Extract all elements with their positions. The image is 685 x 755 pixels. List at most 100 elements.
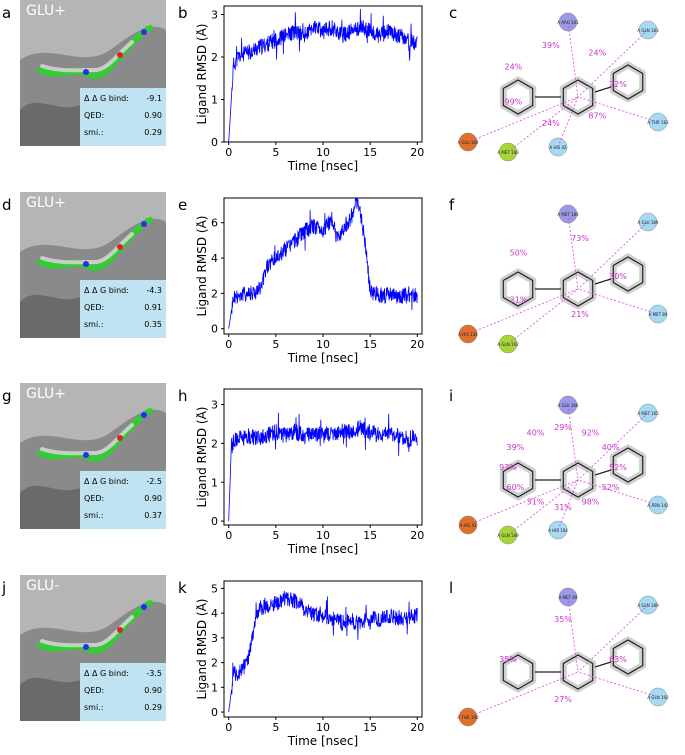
- panel-letter-pose: g: [2, 387, 12, 405]
- x-tick-label: 0: [225, 721, 232, 734]
- ring-structure: [612, 64, 644, 100]
- panel-letter-map: c: [449, 4, 458, 22]
- y-tick-label: 3: [211, 632, 218, 645]
- ring-structure: [562, 79, 594, 115]
- interaction-line: [577, 288, 659, 315]
- y-tick-label: 3: [211, 9, 218, 22]
- ring-structure: [502, 79, 534, 115]
- panel-letter-chart: k: [178, 579, 187, 597]
- ligand-interaction-map: A MET 184 A GLU 189 A MET 89 A HIS 134 A GLN…: [448, 204, 678, 354]
- interaction-percentage: 60%: [507, 483, 525, 492]
- ring-structure: [562, 462, 594, 498]
- ligand-pose-image: GLU+ Δ Δ G bind: -9.1 QED: 0.90 smi.: 0.29: [20, 0, 166, 146]
- ligand-interaction-map: A ARG 101 A GLN 183 A THR 183 A GLU 189 A ME…: [448, 12, 678, 162]
- ring-structure: [612, 256, 644, 292]
- bond-line: [535, 469, 612, 481]
- y-tick-label: 2: [211, 657, 218, 670]
- score-label: smi.:: [84, 511, 104, 520]
- residue-label: A HIS 134: [458, 332, 478, 337]
- score-value: 0.90: [144, 494, 162, 503]
- score-label: QED:: [84, 303, 105, 312]
- x-axis-label: Time [nsec]: [287, 542, 358, 556]
- residue-label: A THR 183: [647, 120, 669, 125]
- x-axis-label: Time [nsec]: [287, 159, 358, 173]
- interaction-line: [577, 604, 649, 673]
- residue-label: A GLU 189: [458, 140, 479, 145]
- interaction-percentage: 99%: [505, 97, 523, 106]
- y-tick-label: 0: [211, 706, 218, 719]
- y-tick-label: 3: [211, 399, 218, 412]
- panel-letter-chart: h: [178, 387, 188, 405]
- rmsd-chart: 0 5 10 15 20 0 1 2 3 Time [nsec] Ligand RMSD (Å): [194, 2, 442, 178]
- interaction-line: [577, 479, 659, 506]
- residue-label: A GLN 189: [497, 533, 519, 538]
- score-row: smi.: 0.35: [84, 320, 162, 332]
- score-row: Δ Δ G bind: -2.5: [84, 477, 162, 489]
- residue-label: A THR 190: [457, 715, 479, 720]
- residue-label: A HIS 41: [459, 523, 477, 528]
- x-tick-label: 10: [316, 338, 330, 351]
- interaction-percentage: 52%: [609, 463, 627, 472]
- interaction-percentage: 22%: [609, 80, 627, 89]
- panel-letter-map: f: [449, 196, 455, 214]
- x-tick-label: 10: [316, 529, 330, 542]
- glu-state-label: GLU-: [26, 578, 60, 594]
- ring-structure: [502, 271, 534, 307]
- score-value: 0.37: [144, 511, 162, 520]
- rmsd-chart: 0 5 10 15 20 0 1 2 3 Time [nsec] Ligand RMSD (Å): [194, 385, 442, 561]
- residue-label: A ASN 142: [647, 503, 669, 508]
- y-tick-label: 5: [211, 582, 218, 595]
- x-tick-label: 20: [410, 338, 424, 351]
- score-value: 0.29: [144, 128, 162, 137]
- ring-structure: [612, 447, 644, 483]
- score-table: Δ Δ G bind: -2.5 QED: 0.90 smi.: 0.37: [80, 471, 166, 529]
- score-row: QED: 0.90: [84, 494, 162, 506]
- bond-line: [535, 661, 612, 673]
- interaction-line: [577, 412, 649, 481]
- x-tick-label: 5: [272, 721, 279, 734]
- interaction-percentage: 31%: [527, 498, 545, 507]
- panel-letter-pose: d: [2, 196, 12, 214]
- y-tick-label: 6: [211, 217, 218, 230]
- panel-letter-pose: a: [2, 4, 12, 22]
- y-axis-label: Ligand RMSD (Å): [196, 407, 209, 508]
- y-axis-label: Ligand RMSD (Å): [196, 24, 209, 125]
- rmsd-series-line: [228, 8, 418, 143]
- residue-label: A GLN 192: [497, 342, 519, 347]
- rmsd-chart: 0 5 10 15 20 0 1 2 3 4 5 Time [nsec] Ligand RMSD (Å): [194, 577, 442, 753]
- score-row: Δ Δ G bind: -4.3: [84, 286, 162, 298]
- rmsd-chart: 0 5 10 15 20 0 2 4 6 Time [nsec] Ligand RMSD (Å): [194, 194, 442, 370]
- residue-label: A GLN 189: [637, 603, 659, 608]
- interaction-percentage: 31%: [554, 503, 572, 512]
- interaction-line: [567, 21, 579, 98]
- score-row: smi.: 0.37: [84, 511, 162, 523]
- panel-letter-pose: j: [2, 579, 7, 597]
- score-table: Δ Δ G bind: -3.5 QED: 0.90 smi.: 0.29: [80, 663, 166, 721]
- glu-state-label: GLU+: [26, 3, 66, 19]
- residue-label: A HIS 164: [548, 528, 568, 533]
- interaction-percentage: 21%: [510, 296, 528, 305]
- score-value: 0.90: [144, 111, 162, 120]
- score-table: Δ Δ G bind: -4.3 QED: 0.91 smi.: 0.35: [80, 280, 166, 338]
- interaction-percentage: 27%: [554, 695, 572, 704]
- x-tick-label: 15: [363, 721, 377, 734]
- rmsd-series-line: [228, 412, 418, 522]
- interaction-percentage: 30%: [609, 272, 627, 281]
- score-row: smi.: 0.29: [84, 703, 162, 715]
- ligand-interaction-map: A GLU 166 A MET 165 A ASN 142 A HIS 41 A GLN…: [448, 395, 678, 545]
- score-value: -4.3: [146, 286, 162, 295]
- interaction-line: [577, 671, 659, 698]
- x-tick-label: 5: [272, 338, 279, 351]
- ligand-pose-image: GLU+ Δ Δ G bind: -4.3 QED: 0.91 smi.: 0.35: [20, 192, 166, 338]
- y-tick-label: 4: [211, 252, 218, 265]
- interaction-percentage: 39%: [542, 41, 560, 50]
- plot-frame: [223, 197, 423, 335]
- score-row: QED: 0.91: [84, 303, 162, 315]
- interaction-percentage: 87%: [588, 111, 606, 120]
- score-value: 0.90: [144, 686, 162, 695]
- interaction-percentage: 21%: [571, 310, 589, 319]
- ring-structure: [502, 654, 534, 690]
- interaction-line: [507, 479, 579, 536]
- score-label: smi.:: [84, 128, 104, 137]
- ring-structure: [562, 271, 594, 307]
